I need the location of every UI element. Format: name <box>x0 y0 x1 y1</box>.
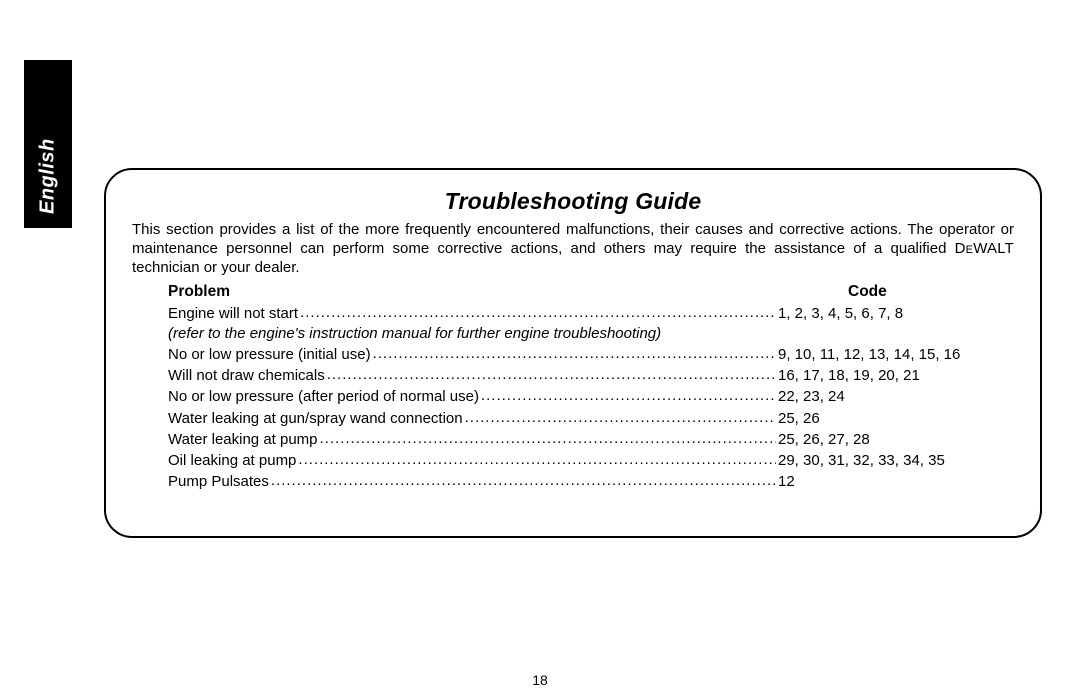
row-label: Will not draw chemicals <box>168 366 325 386</box>
panel-intro: This section provides a list of the more… <box>132 221 1014 277</box>
leader-dots <box>300 303 776 318</box>
row-label: Engine will not start <box>168 304 298 324</box>
row-label: No or low pressure (after period of norm… <box>168 387 479 407</box>
table-row: No or low pressure (after period of norm… <box>168 386 1014 407</box>
row-label: Oil leaking at pump <box>168 451 296 471</box>
panel-title: Troubleshooting Guide <box>132 188 1014 215</box>
row-code: 9, 10, 11, 12, 13, 14, 15, 16 <box>778 345 1014 365</box>
table-row: Water leaking at gun/spray wand connecti… <box>168 408 1014 429</box>
row-code: 16, 17, 18, 19, 20, 21 <box>778 366 1014 386</box>
language-label: English <box>24 60 72 228</box>
page-number: 18 <box>0 672 1080 688</box>
troubleshooting-panel: Troubleshooting Guide This section provi… <box>104 168 1042 538</box>
table-rows: Engine will not start 1, 2, 3, 4, 5, 6, … <box>132 303 1014 492</box>
row-label: Water leaking at pump <box>168 430 318 450</box>
row-label: Water leaking at gun/spray wand connecti… <box>168 409 463 429</box>
table-row: Oil leaking at pump 29, 30, 31, 32, 33, … <box>168 450 1014 471</box>
header-problem: Problem <box>168 283 848 301</box>
leader-dots <box>271 471 776 486</box>
row-code: 12 <box>778 472 1014 492</box>
leader-dots <box>465 408 776 423</box>
table-header-row: Problem Code <box>132 283 1014 301</box>
intro-post: technician or your dealer. <box>132 259 300 276</box>
table-row: Water leaking at pump 25, 26, 27, 28 <box>168 429 1014 450</box>
row-code: 25, 26 <box>778 409 1014 429</box>
row-code: 22, 23, 24 <box>778 387 1014 407</box>
row-code: 1, 2, 3, 4, 5, 6, 7, 8 <box>778 304 1014 324</box>
table-row: No or low pressure (initial use) 9, 10, … <box>168 344 1014 365</box>
table-row: Pump Pulsates 12 <box>168 471 1014 492</box>
row-label: Pump Pulsates <box>168 472 269 492</box>
intro-pre: This section provides a list of the more… <box>132 221 1014 257</box>
leader-dots <box>298 450 776 465</box>
row-label: No or low pressure (initial use) <box>168 345 371 365</box>
leader-dots <box>481 386 776 401</box>
row-code: 25, 26, 27, 28 <box>778 430 1014 450</box>
leader-dots <box>373 344 776 359</box>
table-row: Engine will not start 1, 2, 3, 4, 5, 6, … <box>168 303 1014 324</box>
leader-dots <box>327 365 776 380</box>
row-code: 29, 30, 31, 32, 33, 34, 35 <box>778 451 1014 471</box>
engine-note: (refer to the engine's instruction manua… <box>168 324 1014 344</box>
leader-dots <box>320 429 776 444</box>
table-row: Will not draw chemicals 16, 17, 18, 19, … <box>168 365 1014 386</box>
brand-name: DeWALT <box>955 240 1014 257</box>
header-code: Code <box>848 283 887 301</box>
